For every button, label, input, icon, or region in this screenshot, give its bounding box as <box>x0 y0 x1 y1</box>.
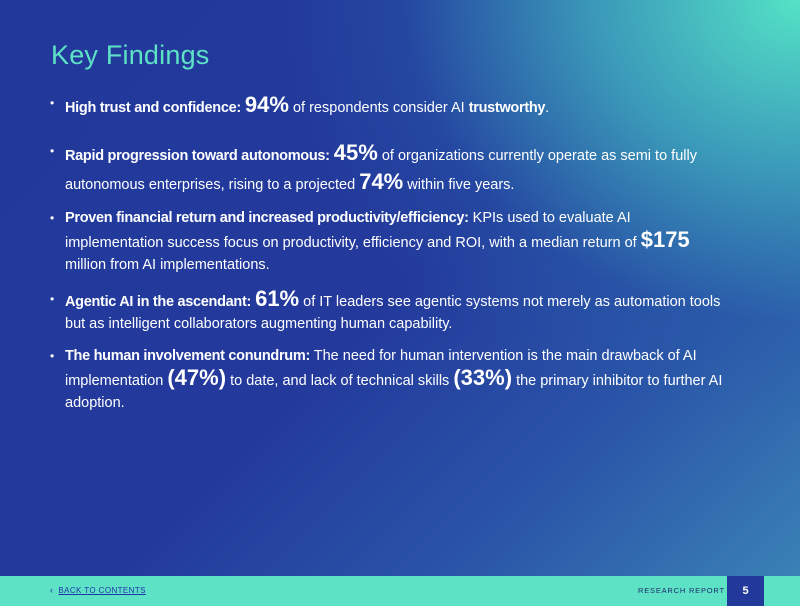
finding-body: of respondents consider AI <box>292 100 465 116</box>
finding-stat: 61% <box>255 286 300 311</box>
finding-stat: 45% <box>333 140 378 165</box>
finding-text: Proven financial return and increased pr… <box>65 210 690 273</box>
finding-body: The need for human intervention is the m… <box>65 348 697 389</box>
finding-lead: High trust and confidence: <box>65 100 241 116</box>
page-number-badge: 5 <box>727 576 764 606</box>
finding-lead: Agentic AI in the ascendant: <box>65 294 252 310</box>
finding-text: Rapid progression toward autonomous: 45%… <box>65 140 697 194</box>
finding-stat: $175 <box>640 227 690 252</box>
page-title: Key Findings <box>51 40 210 70</box>
finding-body: to date, and lack of technical skills <box>230 373 450 389</box>
finding-text: High trust and confidence: 94% of respon… <box>65 92 550 117</box>
chevron-left-icon: ‹ <box>50 585 54 595</box>
page-background: Key Findings • High trust and confidence… <box>0 0 800 576</box>
finding-stat: 94% <box>244 92 289 117</box>
finding-stat: 74% <box>359 169 404 194</box>
finding-item: • High trust and confidence: 94% of resp… <box>49 92 725 121</box>
bullet-icon: • <box>50 349 55 363</box>
finding-item: • Rapid progression toward autonomous: 4… <box>49 140 725 198</box>
finding-emphasis: trustworthy <box>468 100 546 116</box>
finding-lead: Rapid progression toward autonomous: <box>65 148 330 164</box>
finding-item: • The human involvement conundrum: The n… <box>49 345 725 414</box>
finding-end: . <box>545 100 550 116</box>
bullet-icon: • <box>50 144 55 158</box>
report-label: RESEARCH REPORT <box>638 586 725 595</box>
finding-stat: (33%) <box>453 365 513 390</box>
finding-stat: (47%) <box>167 365 227 390</box>
bullet-icon: • <box>50 292 55 306</box>
finding-item: • Proven financial return and increased … <box>49 207 725 276</box>
back-to-contents-link[interactable]: ‹ BACK TO CONTENTS <box>50 585 146 595</box>
finding-lead: The human involvement conundrum: <box>65 348 310 364</box>
finding-item: • Agentic AI in the ascendant: 61% of IT… <box>49 288 725 335</box>
finding-body: of IT leaders see agentic systems not me… <box>65 294 721 332</box>
bullet-icon: • <box>50 96 55 110</box>
page-number: 5 <box>742 585 749 597</box>
finding-text: Agentic AI in the ascendant: 61% of IT l… <box>65 288 721 333</box>
finding-body: million from AI implementations. <box>65 257 270 273</box>
footer-bar: ‹ BACK TO CONTENTS RESEARCH REPORT 5 <box>0 576 800 606</box>
finding-text: The human involvement conundrum: The nee… <box>65 348 722 411</box>
finding-body: of organizations currently operate as se… <box>65 148 697 193</box>
finding-body: within five years. <box>407 177 515 193</box>
back-to-contents-label: BACK TO CONTENTS <box>58 586 146 595</box>
finding-body: the primary inhibitor to further AI adop… <box>65 373 723 411</box>
bullet-icon: • <box>50 211 55 225</box>
finding-lead: Proven financial return and increased pr… <box>65 210 469 226</box>
finding-body: KPIs used to evaluate AI implementation … <box>65 210 637 251</box>
